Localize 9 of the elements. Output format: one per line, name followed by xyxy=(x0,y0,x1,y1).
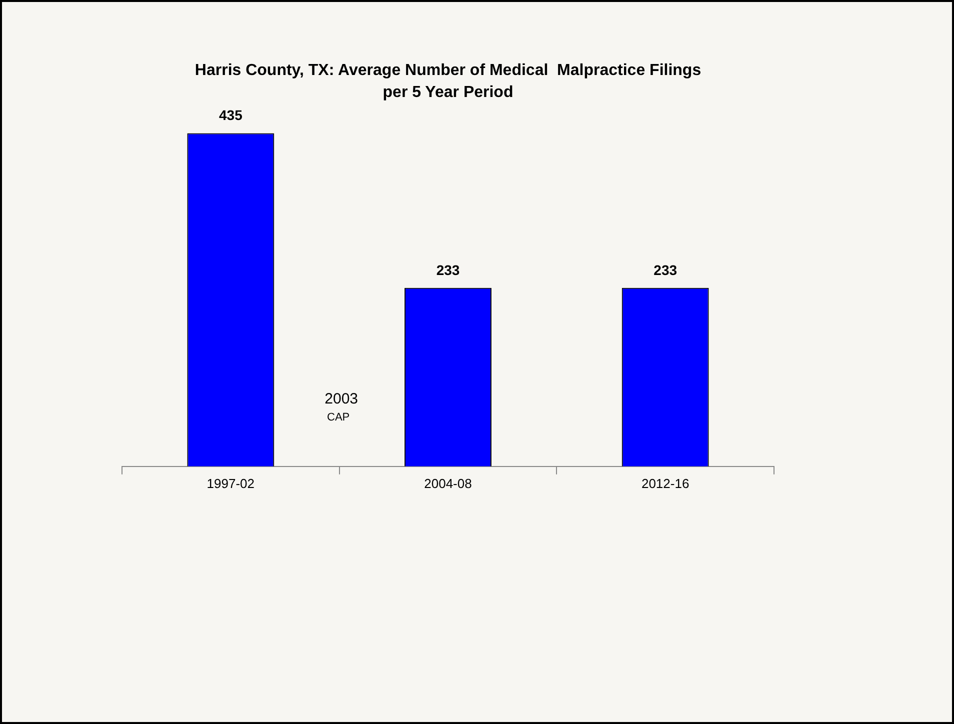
x-tick-label: 1997-02 xyxy=(206,476,255,491)
data-label: 233 xyxy=(436,262,460,278)
data-label: 435 xyxy=(218,107,243,124)
data-label: 233 xyxy=(654,262,678,278)
annotation: CAP xyxy=(327,411,350,424)
annotation: 2003 xyxy=(324,390,358,408)
chart-title: Harris County, TX: Average Number of Medical Malpractice Filings per 5 Year Period xyxy=(194,62,702,101)
x-tick-label: 2012-16 xyxy=(641,476,690,491)
x-tick-label: 2004-08 xyxy=(424,476,472,491)
